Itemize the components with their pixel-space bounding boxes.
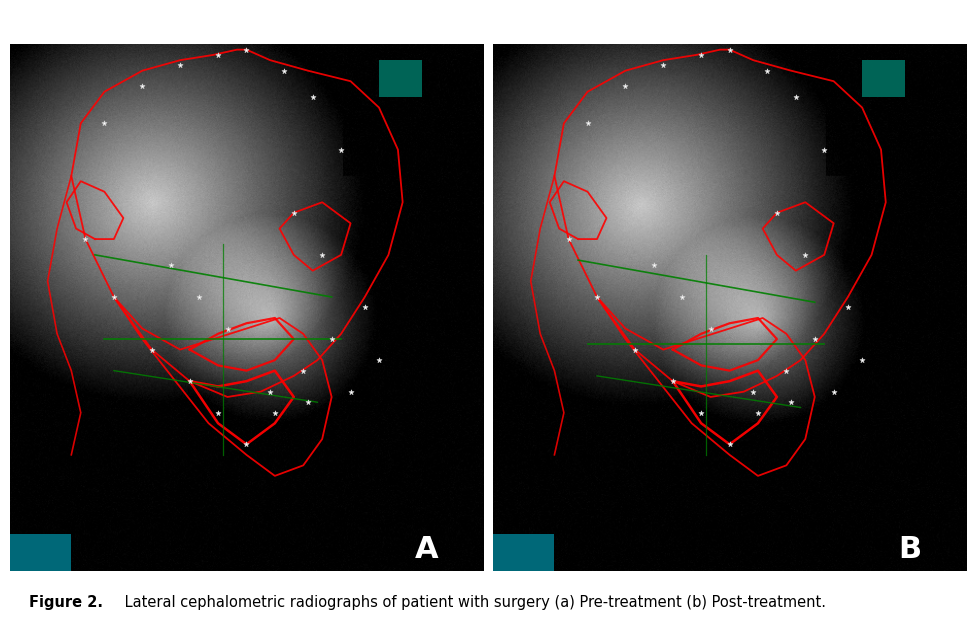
Point: [135, 81, 150, 91]
Point: [674, 292, 690, 302]
Point: [182, 376, 197, 386]
Point: [628, 344, 643, 354]
Point: [210, 50, 225, 60]
Point: [759, 66, 775, 76]
Point: [333, 145, 349, 155]
Point: [826, 387, 841, 397]
Point: [276, 66, 292, 76]
Bar: [379, 60, 422, 97]
Point: [173, 60, 188, 70]
Text: B: B: [898, 535, 921, 564]
Point: [665, 376, 680, 386]
Point: [797, 250, 813, 260]
Point: [324, 334, 340, 344]
Point: [590, 292, 605, 302]
Point: [561, 234, 577, 244]
Point: [286, 208, 302, 218]
Point: [721, 44, 738, 55]
Text: Lateral cephalometric radiographs of patient with surgery (a) Pre-treatment (b) : Lateral cephalometric radiographs of pat…: [120, 595, 826, 610]
Point: [784, 397, 799, 407]
Point: [703, 323, 718, 333]
Point: [97, 118, 112, 128]
Text: Figure 2.: Figure 2.: [29, 595, 102, 610]
Point: [693, 408, 709, 418]
Point: [656, 60, 671, 70]
Point: [220, 323, 235, 333]
Point: [807, 334, 823, 344]
Point: [144, 344, 160, 354]
Point: [693, 50, 709, 60]
Point: [746, 387, 761, 397]
Point: [301, 397, 316, 407]
Bar: [10, 534, 71, 571]
Point: [296, 366, 311, 376]
Point: [263, 387, 278, 397]
Point: [78, 234, 94, 244]
Point: [788, 92, 803, 102]
Point: [314, 250, 330, 260]
Point: [210, 408, 225, 418]
Point: [721, 439, 738, 450]
Point: [163, 261, 179, 271]
Point: [238, 44, 254, 55]
Bar: [862, 60, 905, 97]
Point: [106, 292, 122, 302]
Point: [618, 81, 633, 91]
Point: [305, 92, 320, 102]
Point: [779, 366, 794, 376]
Point: [343, 387, 358, 397]
Point: [267, 408, 283, 418]
Point: [371, 355, 386, 365]
Text: A: A: [415, 535, 438, 564]
Point: [238, 439, 254, 450]
Point: [769, 208, 785, 218]
Point: [646, 261, 662, 271]
Point: [357, 302, 373, 313]
Point: [840, 302, 856, 313]
Point: [580, 118, 595, 128]
Point: [854, 355, 870, 365]
Point: [816, 145, 832, 155]
Point: [751, 408, 766, 418]
Point: [191, 292, 207, 302]
Bar: [493, 534, 554, 571]
